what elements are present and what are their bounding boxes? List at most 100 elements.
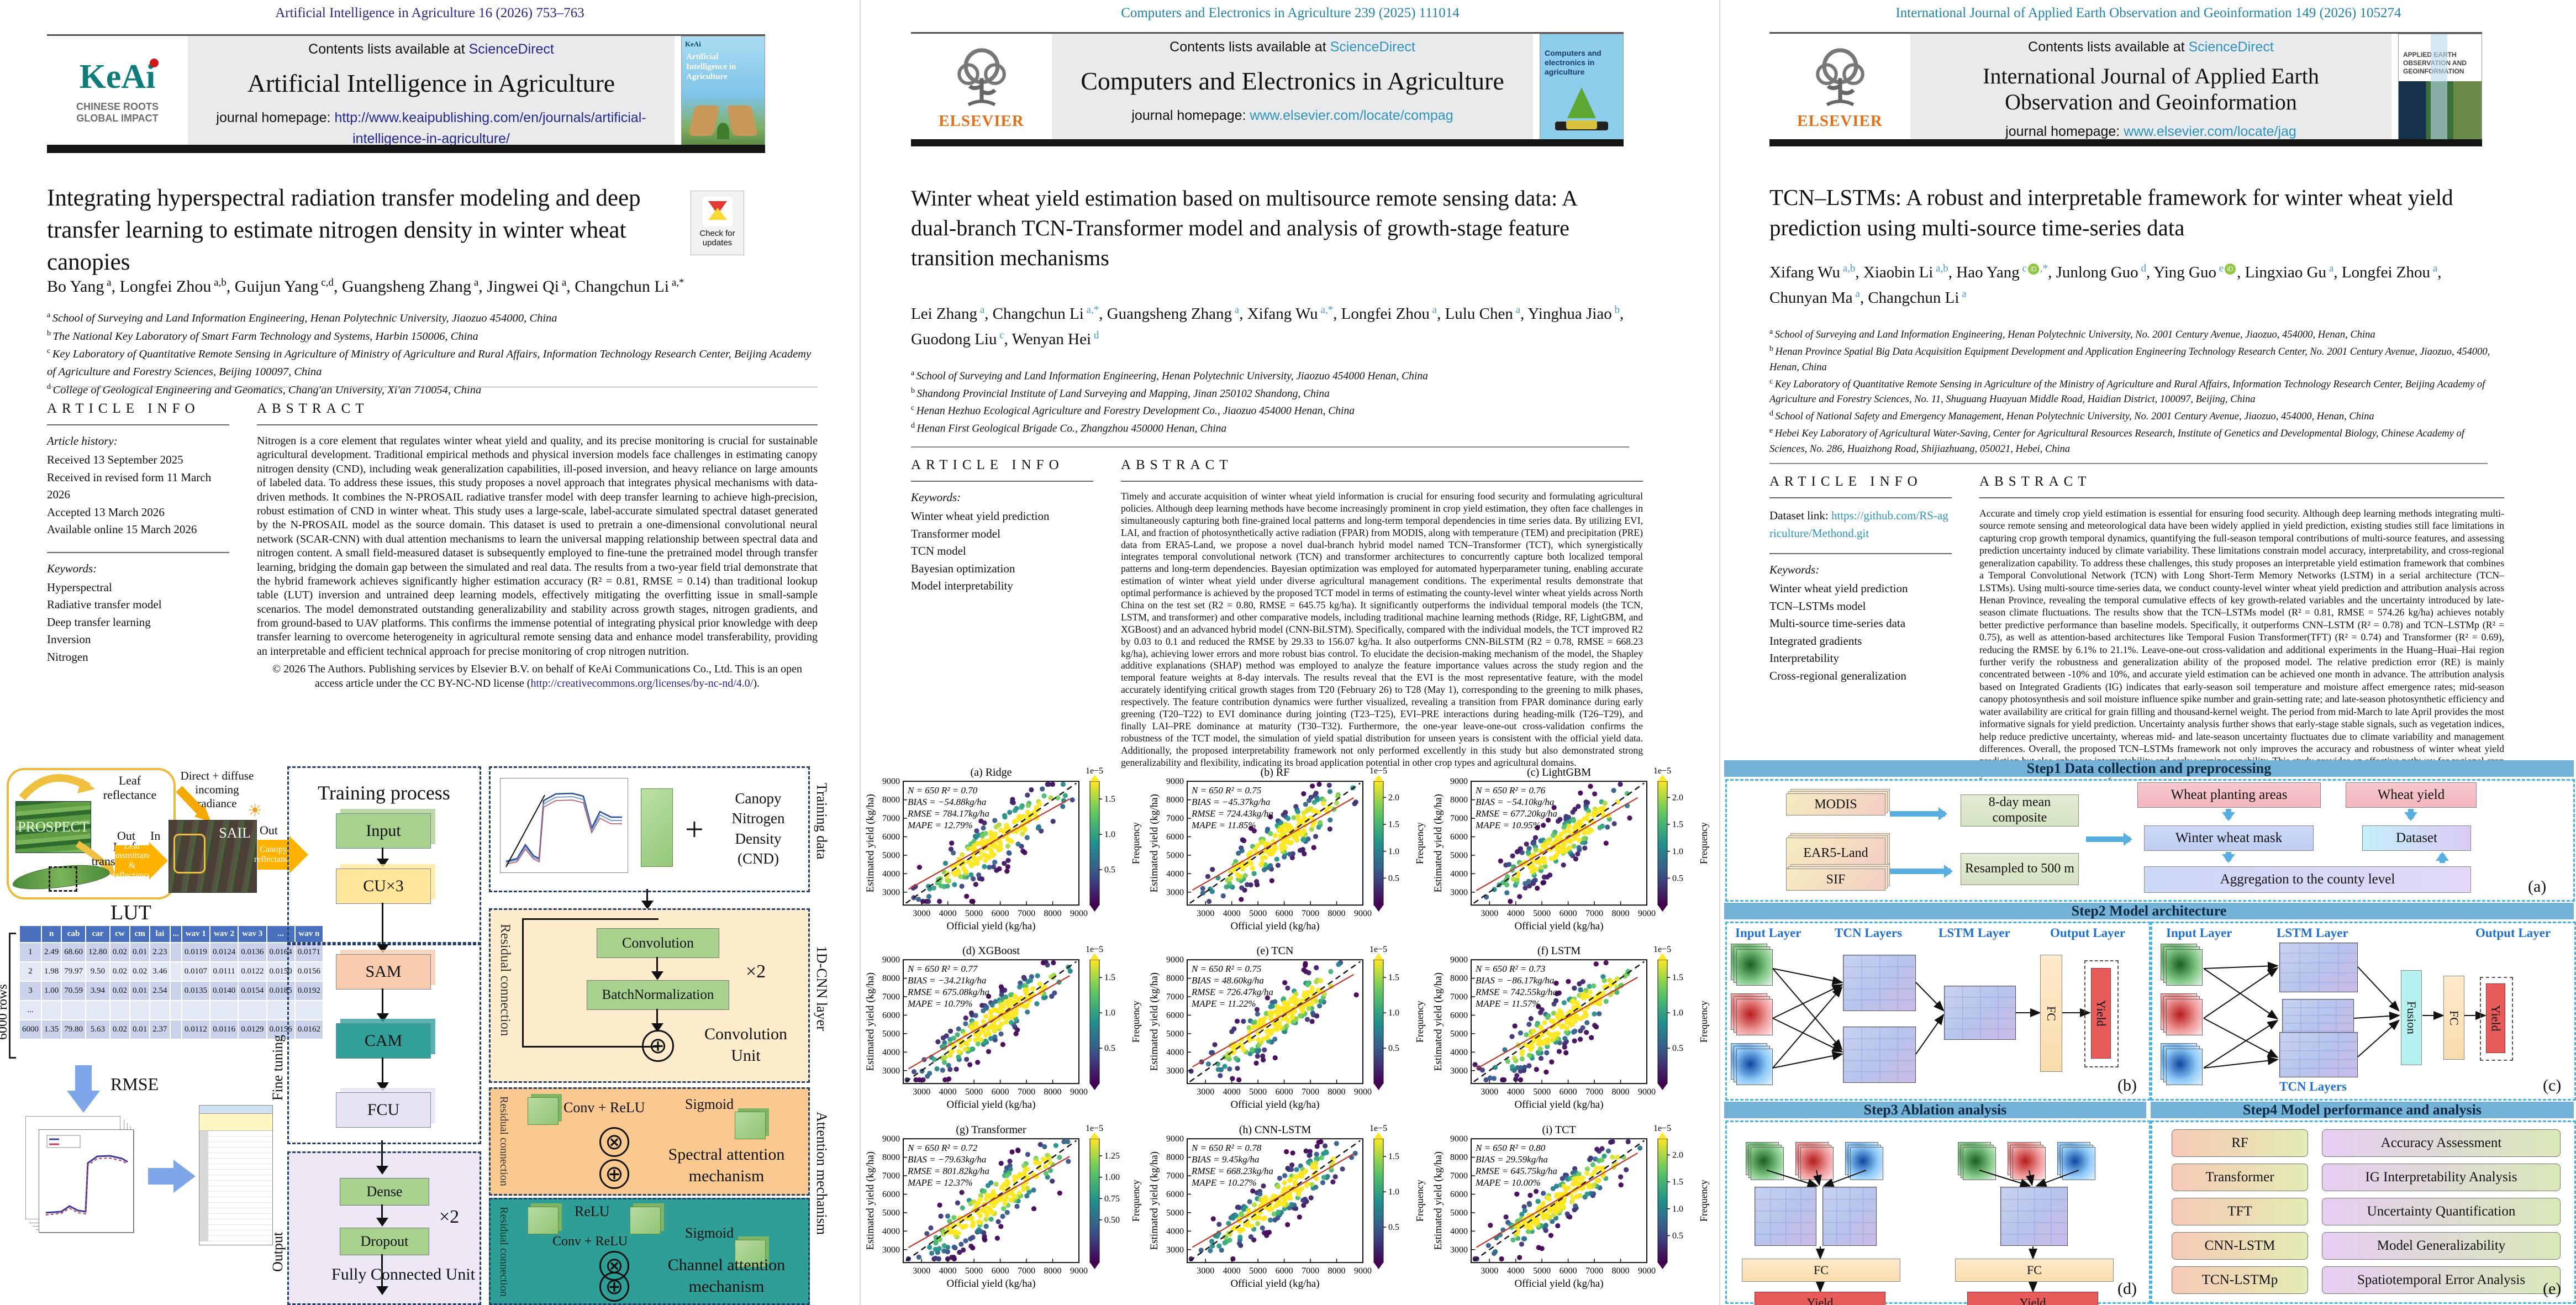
affiliation-line: e Hebei Key Laboratory of Agricultural W… [1769, 427, 2464, 455]
fc-bar-d1: FC [1742, 1259, 1900, 1282]
svg-text:8000: 8000 [1328, 909, 1346, 918]
svg-text:9000: 9000 [1638, 1087, 1656, 1097]
svg-text:9000: 9000 [1354, 1266, 1372, 1276]
svg-text:5000: 5000 [965, 1087, 983, 1097]
author: Guodong Liu [911, 330, 997, 349]
svg-text:4000: 4000 [1166, 1048, 1184, 1057]
spreadsheet-screenshot [199, 1105, 273, 1245]
lstm-layer-label-c: LSTM Layer [2277, 926, 2348, 940]
citation-line: Computers and Electronics in Agriculture… [1121, 6, 1460, 20]
attention-mechanism-label: Attention mechanism [814, 1112, 830, 1235]
svg-text:7000: 7000 [1018, 1266, 1035, 1276]
lut-header-cell: ... [169, 925, 182, 943]
sciencedirect-link[interactable]: ScienceDirect [468, 41, 554, 57]
affiliation-line: d School of National Safety and Emergenc… [1769, 409, 2374, 423]
out-label-2: Out [260, 823, 278, 837]
author-sup: a,* [1083, 304, 1099, 316]
rmse-label: RMSE [110, 1074, 159, 1094]
svg-text:8000: 8000 [1450, 796, 1468, 805]
paper-title: Integrating hyperspectral radiation tran… [47, 185, 641, 276]
homepage-link[interactable]: www.elsevier.com/locate/compag [1250, 108, 1453, 123]
author: Guangsheng Zhang [1107, 305, 1232, 323]
panel-e-label: (e) [2543, 1280, 2562, 1298]
keai-logo-dot [150, 58, 159, 67]
keyword: Inversion [47, 633, 91, 646]
lut-header-cell: cab [61, 925, 86, 943]
svg-text:1.5: 1.5 [1104, 973, 1115, 982]
page-seam-2 [1719, 0, 1720, 1305]
lut-row: 2 1.98 79.97 9.50 0.02 0.02 3.46 0.0107 0.0111 0.… [19, 961, 324, 982]
homepage-line: journal homepage: http://www.keaipublish… [216, 110, 646, 146]
abstract-text: Timely and accurate acquisition of winte… [1121, 491, 1643, 768]
keyword: Winter wheat yield prediction [911, 509, 1050, 523]
svg-text:7000: 7000 [1302, 1266, 1319, 1276]
lut-header-cell [19, 925, 42, 943]
sigmoid-label-1: Sigmoid [685, 1096, 734, 1112]
svg-text:4000: 4000 [939, 1087, 957, 1097]
history-line: Available online 15 March 2026 [47, 523, 197, 536]
author-sup: a [2430, 262, 2438, 275]
residual-label-2: Residual connection [498, 1096, 510, 1186]
svg-text:4000: 4000 [1223, 1266, 1241, 1276]
contents-line: Contents lists available at ScienceDirec… [1170, 39, 1415, 55]
svg-text:8000: 8000 [882, 974, 900, 983]
lut-header-row: n cab car cw cm lai... wav 1 wav 2 wav 3... wav n [19, 925, 324, 943]
svg-text:7000: 7000 [882, 814, 900, 823]
affiliation-line: c Henan Hezhuo Ecological Agriculture an… [911, 404, 1355, 417]
svg-text:9000: 9000 [1354, 1087, 1372, 1097]
x2-label: ×2 [439, 1207, 460, 1227]
lut-cell [85, 999, 110, 1020]
svg-text:9000: 9000 [1070, 1266, 1088, 1276]
author-sup: a,b [211, 277, 226, 288]
author: Lingxiao Gu [2245, 264, 2327, 281]
lut-cell: 1.00 [40, 980, 62, 1001]
svg-text:7000: 7000 [1302, 1087, 1319, 1097]
keyword: Multi-source time-series data [1769, 617, 1906, 630]
author: Changchun Li [1868, 289, 1959, 307]
sciencedirect-link[interactable]: ScienceDirect [2188, 39, 2274, 55]
panel-a-label: (a) [2528, 877, 2547, 896]
dataset-link[interactable]: https://github.com/RS-agriculture/Methon… [1769, 509, 1948, 540]
svg-text:6000: 6000 [1276, 1087, 1293, 1097]
svg-text:1.0: 1.0 [1672, 1204, 1683, 1213]
cc-license-link[interactable]: http://creativecommons.org/licenses/by-n… [530, 677, 754, 690]
svg-text:BIAS = −54.10kg/ha: BIAS = −54.10kg/ha [1476, 797, 1554, 807]
svg-text:8000: 8000 [1044, 1087, 1062, 1097]
copyright: © 2026 The Authors. Publishing services … [272, 663, 802, 690]
author-sup: a [2326, 262, 2334, 275]
source-card-modis: MODIS [1786, 789, 1890, 815]
svg-text:0.75: 0.75 [1104, 1194, 1120, 1203]
article-info-column: ARTICLE INFO Article history: Received 1… [47, 401, 229, 666]
author-sup: a [1513, 304, 1521, 316]
svg-text:1.25: 1.25 [1104, 1151, 1120, 1161]
weight-cube [735, 1112, 766, 1139]
sciencedirect-link[interactable]: ScienceDirect [1330, 39, 1415, 55]
homepage-link[interactable]: http://www.keaipublishing.com/en/journal… [334, 110, 646, 146]
svg-text:Official yield (kg/ha): Official yield (kg/ha) [1514, 920, 1603, 932]
training-data-label: Training data [814, 783, 830, 860]
svg-text:6000: 6000 [992, 1266, 1009, 1276]
author: Changchun Li [575, 277, 670, 296]
feature-map [1736, 1049, 1773, 1085]
flow-box-cu×3: CU×3 [336, 869, 431, 904]
author: Junlong Guo [2056, 264, 2138, 281]
feature-map [1751, 1147, 1784, 1180]
homepage-link[interactable]: www.elsevier.com/locate/jag [2124, 124, 2296, 139]
author: Bo Yang [47, 277, 104, 296]
keywords-list: Winter wheat yield prediction TCN–LSTMs m… [1769, 580, 1952, 685]
output-layer-label-c: Output Layer [2475, 926, 2551, 940]
arrow-head [376, 1218, 388, 1227]
arrow [381, 1140, 383, 1167]
lut-cell: 0.0136 [238, 941, 267, 962]
svg-text:Frequency: Frequency [1414, 1001, 1425, 1043]
svg-text:5000: 5000 [965, 1266, 983, 1276]
svg-text:8000: 8000 [1450, 1153, 1468, 1162]
svg-text:2.0: 2.0 [1672, 793, 1683, 802]
keyword: Winter wheat yield prediction [1769, 582, 1908, 595]
author-sup: e [2216, 262, 2224, 275]
panel-d-label: (d) [2117, 1280, 2137, 1298]
lut-header-cell: wav 3 [238, 925, 267, 943]
leaf-reflectance-label: Leaf reflectance [103, 773, 157, 802]
check-updates-badge[interactable]: Check for updates [691, 191, 744, 255]
